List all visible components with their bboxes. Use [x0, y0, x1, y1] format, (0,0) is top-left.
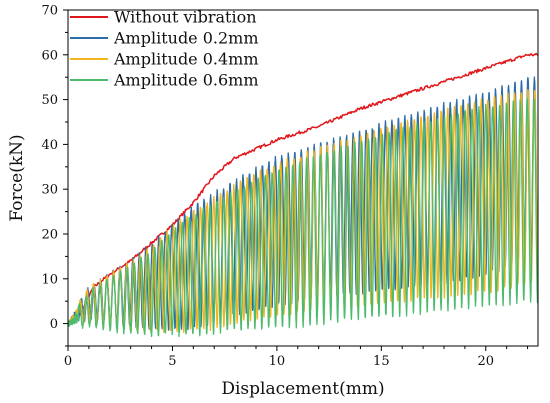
legend-label: Amplitude 0.6mm	[113, 71, 259, 90]
x-tick-label: 15	[373, 354, 390, 369]
x-axis-title: Displacement(mm)	[221, 379, 384, 399]
series-line-amplitude-0-6mm	[68, 97, 538, 338]
x-tick-label: 0	[64, 354, 72, 369]
series-layer	[68, 52, 538, 338]
y-tick-label: 40	[41, 138, 58, 153]
y-tick-label: 70	[41, 4, 58, 19]
y-tick-label: 60	[41, 48, 58, 63]
plot-frame	[67, 9, 539, 347]
y-tick-label: 50	[41, 93, 58, 108]
y-tick-label: 10	[41, 272, 58, 287]
x-tick-label: 5	[168, 354, 176, 369]
x-tick-label: 20	[478, 354, 495, 369]
y-axis-title: Force(kN)	[7, 134, 27, 221]
legend: Without vibration Amplitude 0.2mm Amplitud…	[70, 8, 259, 90]
y-tick-label: 20	[41, 228, 58, 243]
x-tick-label: 10	[269, 354, 286, 369]
y-tick-label: 30	[41, 183, 58, 198]
axes: 0 5 10 15 20 0 10 20 30 40 50 60 70	[41, 4, 539, 369]
y-tick-label: 0	[50, 317, 58, 332]
legend-label: Without vibration	[114, 8, 257, 27]
legend-label: Amplitude 0.4mm	[113, 50, 259, 69]
legend-label: Amplitude 0.2mm	[113, 29, 259, 48]
